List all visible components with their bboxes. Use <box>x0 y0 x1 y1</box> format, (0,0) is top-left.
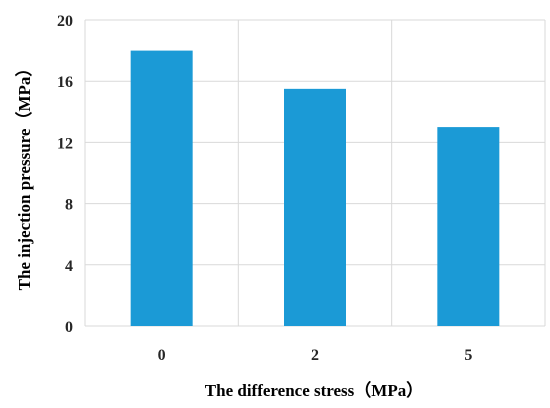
y-tick-label: 8 <box>65 197 73 214</box>
y-tick-label: 0 <box>65 319 73 336</box>
x-tick-label: 0 <box>158 347 166 364</box>
bars <box>130 50 500 326</box>
y-tick-label: 12 <box>57 135 73 152</box>
bar <box>284 88 346 326</box>
x-tick-labels: 0 2 5 <box>158 347 473 364</box>
y-tick-label: 4 <box>65 258 73 275</box>
bar <box>130 50 193 326</box>
y-axis-title: The injection pressure（MPa） <box>14 60 34 291</box>
y-tick-labels: 0 4 8 12 16 20 <box>57 13 73 336</box>
x-tick-label: 5 <box>464 347 472 364</box>
x-axis-title: The difference stress（MPa） <box>205 380 423 400</box>
bar <box>437 127 500 326</box>
y-tick-label: 16 <box>57 74 73 91</box>
x-tick-label: 2 <box>311 347 319 364</box>
y-tick-label: 20 <box>57 13 73 30</box>
